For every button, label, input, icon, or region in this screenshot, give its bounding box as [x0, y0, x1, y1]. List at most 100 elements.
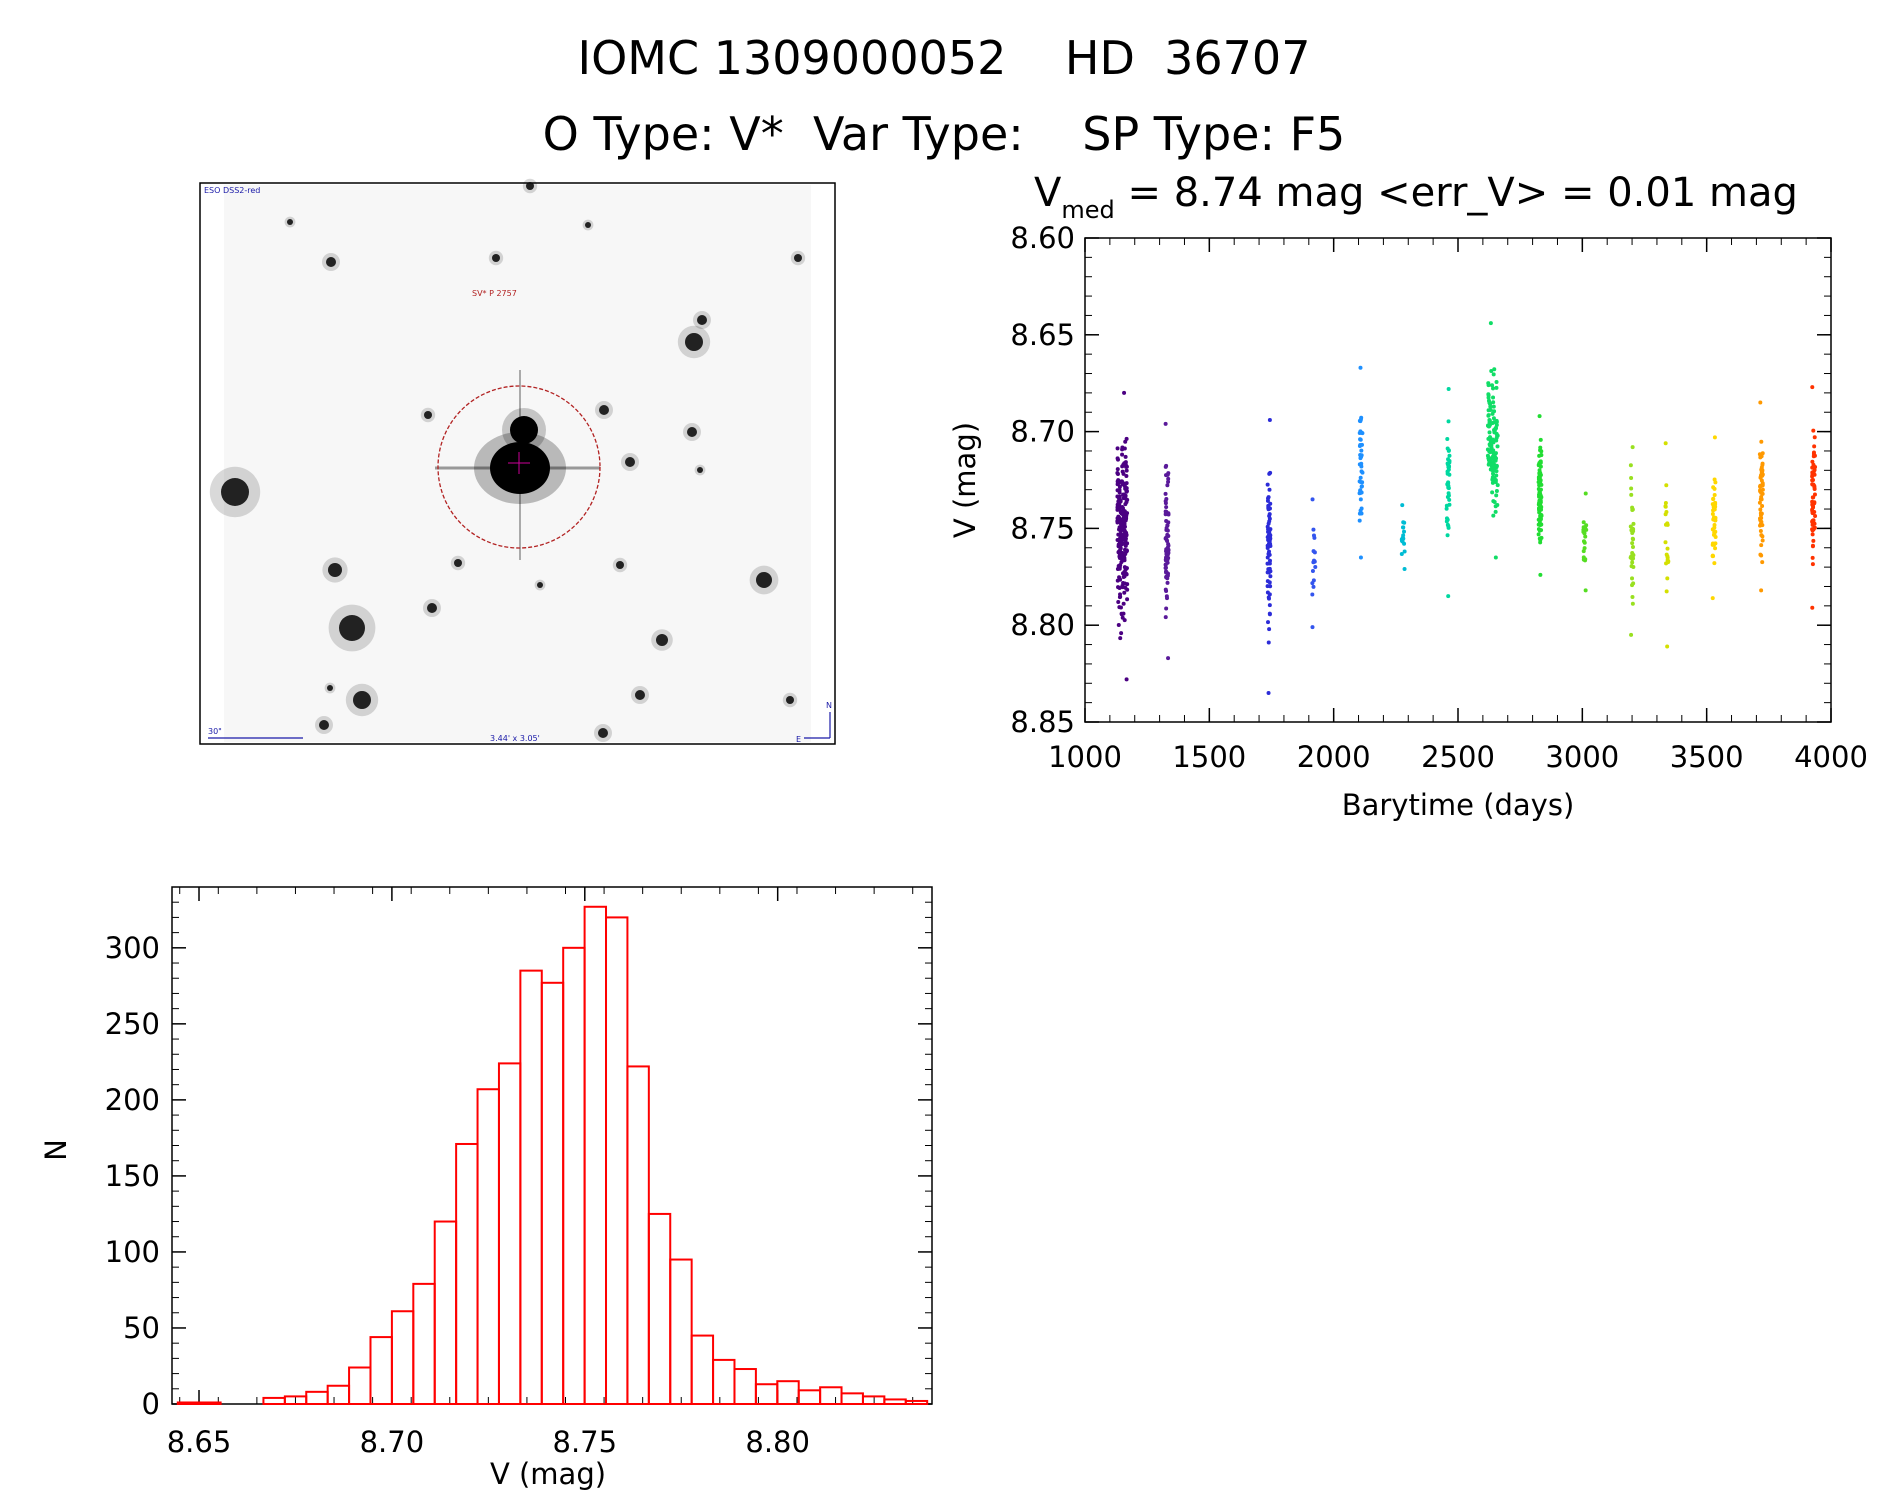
lightcurve-point: [1581, 539, 1586, 544]
lightcurve-point: [1447, 453, 1452, 458]
lightcurve-point: [1164, 519, 1169, 524]
lightcurve-point: [1165, 573, 1170, 578]
lightcurve-point: [1583, 491, 1588, 496]
finder-star: [685, 333, 703, 351]
lightcurve-point: [1267, 561, 1272, 566]
lightcurve-point: [1811, 510, 1816, 515]
finder-star: [319, 720, 329, 730]
histogram-bar: [883, 1398, 907, 1405]
lightcurve-point: [1164, 606, 1169, 611]
lightcurve-point: [1358, 497, 1363, 502]
lightcurve-point: [1664, 483, 1669, 488]
lightcurve-point: [1537, 493, 1542, 498]
lightcurve-point: [1266, 690, 1271, 695]
histogram-ytick-label: 300: [105, 931, 160, 965]
lightcurve-point: [1118, 605, 1123, 610]
lightcurve-point: [1494, 422, 1499, 427]
lightcurve-point: [1402, 549, 1407, 554]
lightcurve-point: [1711, 485, 1716, 490]
finder-star-halo: [423, 599, 441, 617]
lightcurve-point: [1267, 603, 1272, 608]
lightcurve-point: [1811, 505, 1816, 510]
lightcurve-point: [1489, 368, 1494, 373]
lightcurve-point: [1358, 555, 1363, 560]
lightcurve-point: [1494, 385, 1499, 390]
lightcurve-point: [1628, 463, 1633, 468]
lightcurve-point: [1268, 501, 1273, 506]
lightcurve-point: [1165, 528, 1170, 533]
lightcurve-point: [1164, 588, 1169, 593]
lightcurve-point: [1536, 463, 1541, 468]
lightcurve-point: [1629, 492, 1634, 497]
lightcurve-point: [1265, 498, 1270, 503]
lightcurve-xtick-label: 3000: [1545, 740, 1619, 774]
lightcurve-point: [1116, 532, 1121, 537]
lightcurve-point: [1486, 392, 1491, 397]
lightcurve-point: [1115, 566, 1120, 571]
histogram-ticks: 8.65 8.70 8.75 8.80 0 50 100 150 200 250 300: [105, 887, 932, 1459]
lightcurve-point: [1757, 452, 1762, 457]
histogram-bar: [733, 1368, 757, 1406]
lightcurve-point: [1631, 527, 1636, 532]
lightcurve-point: [1163, 615, 1168, 620]
lightcurve-point: [1120, 452, 1125, 457]
lightcurve-point: [1537, 501, 1542, 506]
lightcurve-point: [1266, 595, 1271, 600]
finder-star: [616, 561, 624, 569]
finder-star-halo: [420, 407, 436, 423]
histogram-bar: [840, 1392, 864, 1405]
lightcurve-point: [1494, 418, 1499, 423]
lightcurve-point: [1310, 497, 1315, 502]
lightcurve-point: [1488, 443, 1493, 448]
lightcurve-point: [1486, 395, 1491, 400]
lightcurve-point: [1165, 538, 1170, 543]
lightcurve-point: [1538, 517, 1543, 522]
lightcurve-point: [1124, 468, 1129, 473]
lightcurve-point: [1495, 433, 1500, 438]
lightcurve-point: [1630, 541, 1635, 546]
lightcurve-point: [1539, 482, 1544, 487]
lightcurve-point: [1124, 486, 1129, 491]
lightcurve-point: [1491, 395, 1496, 400]
lightcurve-point: [1446, 448, 1451, 453]
lightcurve-point: [1492, 367, 1497, 372]
finder-star: [656, 634, 668, 646]
lightcurve-point: [1663, 441, 1668, 446]
finder-survey-label: ESO DSS2-red: [204, 186, 260, 195]
lightcurve-point: [1759, 553, 1764, 558]
lightcurve-point: [1267, 417, 1272, 422]
lightcurve-point: [1491, 416, 1496, 421]
histogram-ytick-label: 200: [105, 1083, 160, 1117]
lightcurve-point: [1810, 532, 1815, 537]
lightcurve-point: [1265, 543, 1270, 548]
lightcurve-title: Vmed = 8.74 mag <err_V> = 0.01 mag: [1034, 170, 1798, 224]
lightcurve-point: [1121, 533, 1126, 538]
finder-star-halo: [594, 724, 612, 742]
lightcurve-point: [1310, 592, 1315, 597]
lightcurve-point: [1166, 512, 1171, 517]
lightcurve-point: [1630, 576, 1635, 581]
lightcurve-point: [1358, 365, 1363, 370]
lightcurve-point: [1116, 585, 1121, 590]
histogram-bar: [754, 1383, 779, 1405]
histogram-bar: [369, 1336, 393, 1405]
finder-star-halo: [209, 466, 261, 518]
lightcurve-point: [1115, 446, 1120, 451]
lightcurve-point: [1119, 611, 1124, 616]
lightcurve-point: [1538, 572, 1543, 577]
lightcurve-point: [1122, 552, 1127, 557]
lightcurve-point: [1758, 513, 1763, 518]
lightcurve-point: [1116, 622, 1121, 627]
lightcurve-point: [1494, 438, 1499, 443]
finder-star: [585, 222, 591, 228]
lightcurve-point: [1631, 581, 1636, 586]
histogram-bar: [690, 1334, 715, 1405]
finder-star: [326, 257, 336, 267]
lightcurve-point: [1491, 400, 1496, 405]
lightcurve-point: [1758, 507, 1763, 512]
lightcurve-point: [1492, 451, 1497, 456]
lightcurve-point: [1537, 453, 1542, 458]
lightcurve-point: [1118, 509, 1123, 514]
histogram-xtick-label: 8.75: [553, 1425, 618, 1459]
histogram-ytick-label: 0: [142, 1387, 160, 1421]
